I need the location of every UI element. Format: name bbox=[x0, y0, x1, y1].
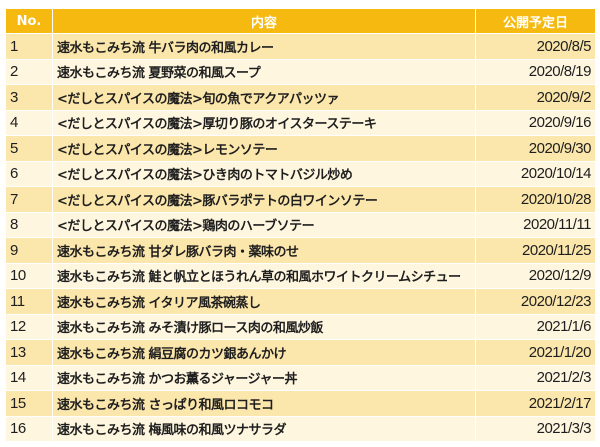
table-row: 10 速水もこみち流 鮭と帆立とほうれん草の和風ホワイトクリームシチュー 2020/… bbox=[5, 262, 596, 289]
table-row: 6 <だしとスパイスの魔法>ひき肉のトマトバジル炒め 2020/10/14 bbox=[5, 160, 596, 187]
row-number: 9 bbox=[5, 237, 53, 264]
schedule-table: No. 内容 公開予定日 1 速水もこみち流 牛バラ肉の和風カレー 2020/8/5… bbox=[5, 8, 596, 442]
row-release-date: 2020/8/5 bbox=[475, 33, 596, 60]
row-release-date: 2021/1/6 bbox=[475, 313, 596, 340]
row-release-date: 2021/2/17 bbox=[475, 390, 596, 417]
row-content: 速水もこみち流 イタリア風茶碗蒸し bbox=[52, 288, 476, 315]
row-content: <だしとスパイスの魔法>レモンソテー bbox=[52, 135, 476, 162]
row-release-date: 2020/10/28 bbox=[475, 186, 596, 213]
row-release-date: 2020/12/9 bbox=[475, 262, 596, 289]
row-content: 速水もこみち流 絹豆腐のカツ銀あんかけ bbox=[52, 339, 476, 366]
table-row: 14 速水もこみち流 かつお薫るジャージャー丼 2021/2/3 bbox=[5, 364, 596, 391]
table-row: 7 <だしとスパイスの魔法>豚バラポテトの白ワインソテー 2020/10/28 bbox=[5, 186, 596, 213]
table-row: 2 速水もこみち流 夏野菜の和風スープ 2020/8/19 bbox=[5, 58, 596, 85]
row-number: 13 bbox=[5, 339, 53, 366]
row-number: 14 bbox=[5, 364, 53, 391]
row-content: 速水もこみち流 夏野菜の和風スープ bbox=[52, 58, 476, 85]
row-content: 速水もこみち流 甘ダレ豚バラ肉・薬味のせ bbox=[52, 237, 476, 264]
row-release-date: 2020/12/23 bbox=[475, 288, 596, 315]
table-row: 15 速水もこみち流 さっぱり和風ロコモコ 2021/2/17 bbox=[5, 390, 596, 417]
row-content: 速水もこみち流 かつお薫るジャージャー丼 bbox=[52, 364, 476, 391]
row-release-date: 2020/11/25 bbox=[475, 237, 596, 264]
row-content: <だしとスパイスの魔法>厚切り豚のオイスターステーキ bbox=[52, 109, 476, 136]
row-release-date: 2021/2/3 bbox=[475, 364, 596, 391]
table-row: 5 <だしとスパイスの魔法>レモンソテー 2020/9/30 bbox=[5, 135, 596, 162]
row-number: 5 bbox=[5, 135, 53, 162]
row-content: <だしとスパイスの魔法>鶏肉のハーブソテー bbox=[52, 211, 476, 238]
row-content: 速水もこみち流 牛バラ肉の和風カレー bbox=[52, 33, 476, 60]
row-content: <だしとスパイスの魔法>旬の魚でアクアパッツァ bbox=[52, 84, 476, 111]
row-number: 6 bbox=[5, 160, 53, 187]
row-content: 速水もこみち流 梅風味の和風ツナサラダ bbox=[52, 415, 476, 442]
row-number: 4 bbox=[5, 109, 53, 136]
row-content: 速水もこみち流 みそ漬け豚ロース肉の和風炒飯 bbox=[52, 313, 476, 340]
header-release-date: 公開予定日 bbox=[475, 8, 596, 34]
row-number: 3 bbox=[5, 84, 53, 111]
header-content: 内容 bbox=[52, 8, 476, 34]
row-release-date: 2020/9/30 bbox=[475, 135, 596, 162]
row-content: 速水もこみち流 さっぱり和風ロコモコ bbox=[52, 390, 476, 417]
table-row: 8 <だしとスパイスの魔法>鶏肉のハーブソテー 2020/11/11 bbox=[5, 211, 596, 238]
row-content: 速水もこみち流 鮭と帆立とほうれん草の和風ホワイトクリームシチュー bbox=[52, 262, 476, 289]
table-row: 13 速水もこみち流 絹豆腐のカツ銀あんかけ 2021/1/20 bbox=[5, 339, 596, 366]
table-row: 9 速水もこみち流 甘ダレ豚バラ肉・薬味のせ 2020/11/25 bbox=[5, 237, 596, 264]
header-no: No. bbox=[5, 8, 53, 34]
row-number: 10 bbox=[5, 262, 53, 289]
row-number: 15 bbox=[5, 390, 53, 417]
row-number: 11 bbox=[5, 288, 53, 315]
row-release-date: 2021/1/20 bbox=[475, 339, 596, 366]
table-row: 16 速水もこみち流 梅風味の和風ツナサラダ 2021/3/3 bbox=[5, 415, 596, 442]
row-number: 8 bbox=[5, 211, 53, 238]
table-row: 1 速水もこみち流 牛バラ肉の和風カレー 2020/8/5 bbox=[5, 33, 596, 60]
row-release-date: 2020/10/14 bbox=[475, 160, 596, 187]
row-number: 16 bbox=[5, 415, 53, 442]
row-number: 7 bbox=[5, 186, 53, 213]
row-release-date: 2020/8/19 bbox=[475, 58, 596, 85]
table-row: 11 速水もこみち流 イタリア風茶碗蒸し 2020/12/23 bbox=[5, 288, 596, 315]
row-content: <だしとスパイスの魔法>豚バラポテトの白ワインソテー bbox=[52, 186, 476, 213]
table-row: 4 <だしとスパイスの魔法>厚切り豚のオイスターステーキ 2020/9/16 bbox=[5, 109, 596, 136]
row-number: 1 bbox=[5, 33, 53, 60]
header-row: No. 内容 公開予定日 bbox=[5, 8, 596, 34]
row-release-date: 2021/3/3 bbox=[475, 415, 596, 442]
row-number: 2 bbox=[5, 58, 53, 85]
row-content: <だしとスパイスの魔法>ひき肉のトマトバジル炒め bbox=[52, 160, 476, 187]
table-row: 12 速水もこみち流 みそ漬け豚ロース肉の和風炒飯 2021/1/6 bbox=[5, 313, 596, 340]
row-release-date: 2020/9/16 bbox=[475, 109, 596, 136]
row-number: 12 bbox=[5, 313, 53, 340]
row-release-date: 2020/9/2 bbox=[475, 84, 596, 111]
table-row: 3 <だしとスパイスの魔法>旬の魚でアクアパッツァ 2020/9/2 bbox=[5, 84, 596, 111]
row-release-date: 2020/11/11 bbox=[475, 211, 596, 238]
